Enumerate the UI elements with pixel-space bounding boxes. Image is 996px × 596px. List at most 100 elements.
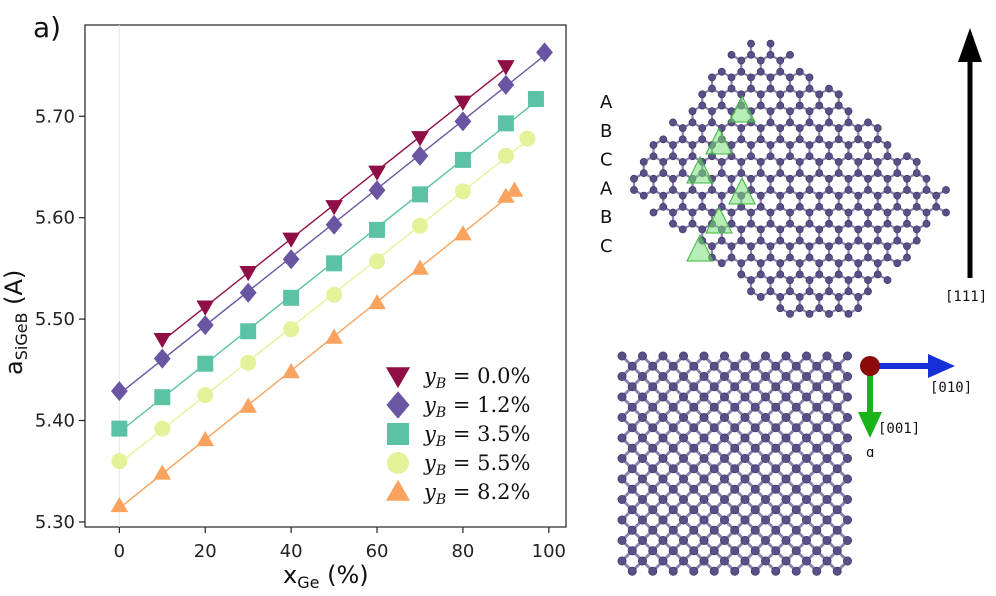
- atom: [805, 253, 814, 262]
- x-tick-label: 20: [194, 541, 217, 562]
- atom: [760, 392, 770, 402]
- atom: [801, 494, 811, 504]
- atom: [903, 253, 911, 262]
- atom: [844, 309, 853, 318]
- atom: [922, 219, 931, 228]
- atom: [766, 152, 775, 161]
- atom: [822, 412, 832, 422]
- atom: [873, 124, 882, 132]
- atom: [637, 556, 647, 566]
- atom: [825, 242, 833, 251]
- atom: [699, 371, 709, 381]
- atom: [659, 157, 668, 166]
- atom: [688, 186, 697, 194]
- atom: [740, 392, 750, 402]
- atom: [637, 433, 647, 443]
- atom: [805, 219, 814, 228]
- atom: [747, 208, 755, 217]
- atom: [791, 484, 801, 494]
- atom: [750, 423, 760, 433]
- stacking-triangle: [686, 155, 714, 184]
- atom: [771, 464, 781, 474]
- legend-marker: [387, 452, 409, 474]
- atom: [708, 118, 716, 127]
- atom: [834, 90, 843, 99]
- atom: [812, 402, 822, 412]
- atom: [737, 67, 746, 76]
- atom: [698, 202, 707, 211]
- atom: [791, 464, 801, 474]
- atom: [678, 124, 687, 132]
- atom: [627, 484, 637, 494]
- atom: [637, 474, 647, 484]
- atom: [834, 169, 843, 178]
- atom: [854, 225, 863, 234]
- atom: [771, 484, 781, 494]
- data-point: [154, 389, 171, 406]
- atom: [805, 309, 814, 318]
- stacking-triangle: [728, 176, 756, 205]
- atom: [854, 124, 863, 132]
- atom: [864, 118, 872, 127]
- atom: [903, 152, 911, 161]
- atom: [842, 453, 852, 463]
- atom: [844, 253, 853, 262]
- atom: [756, 169, 765, 178]
- x-tick-label: 100: [532, 541, 566, 562]
- atom: [648, 443, 658, 453]
- atom: [719, 351, 729, 361]
- atom: [689, 382, 699, 392]
- atom: [699, 412, 709, 422]
- atom: [883, 253, 892, 262]
- atom: [750, 402, 760, 412]
- atom: [747, 287, 755, 296]
- atom: [740, 453, 750, 463]
- atom: [648, 484, 658, 494]
- atom: [678, 202, 687, 211]
- atom: [617, 453, 627, 463]
- atom: [750, 464, 760, 474]
- atom: [730, 525, 740, 535]
- atom: [669, 141, 677, 149]
- atom: [903, 186, 911, 194]
- data-point: [196, 300, 215, 316]
- atom: [786, 309, 794, 318]
- atom: [825, 219, 833, 228]
- atom: [756, 191, 765, 200]
- atom: [805, 186, 814, 194]
- x-tick-label: 80: [451, 541, 474, 562]
- atom: [825, 253, 833, 262]
- legend-marker: [385, 479, 411, 501]
- atom: [717, 67, 726, 76]
- stacking-highlight-triangles: [686, 94, 756, 262]
- atom: [760, 371, 770, 381]
- atom: [637, 412, 647, 422]
- atom: [760, 474, 770, 484]
- atom: [698, 124, 707, 132]
- atom: [766, 107, 775, 116]
- atom: [893, 236, 902, 245]
- atom: [844, 208, 853, 217]
- atom: [760, 433, 770, 443]
- data-point: [283, 289, 300, 306]
- atom: [719, 535, 729, 545]
- atom: [781, 556, 791, 566]
- arrow-111-head: [958, 28, 982, 62]
- atom: [834, 101, 843, 110]
- atom: [648, 546, 658, 556]
- atom: [822, 453, 832, 463]
- atom: [678, 556, 688, 566]
- atom: [766, 208, 775, 217]
- atom: [842, 412, 852, 422]
- atom: [668, 546, 678, 556]
- atom: [883, 141, 892, 149]
- atom: [791, 566, 801, 576]
- atom: [812, 361, 822, 371]
- data-point: [197, 387, 214, 404]
- atom: [717, 157, 726, 166]
- atom: [617, 371, 627, 381]
- atom: [717, 259, 726, 268]
- atom: [756, 236, 765, 245]
- atom: [709, 525, 719, 535]
- atom: [639, 157, 648, 166]
